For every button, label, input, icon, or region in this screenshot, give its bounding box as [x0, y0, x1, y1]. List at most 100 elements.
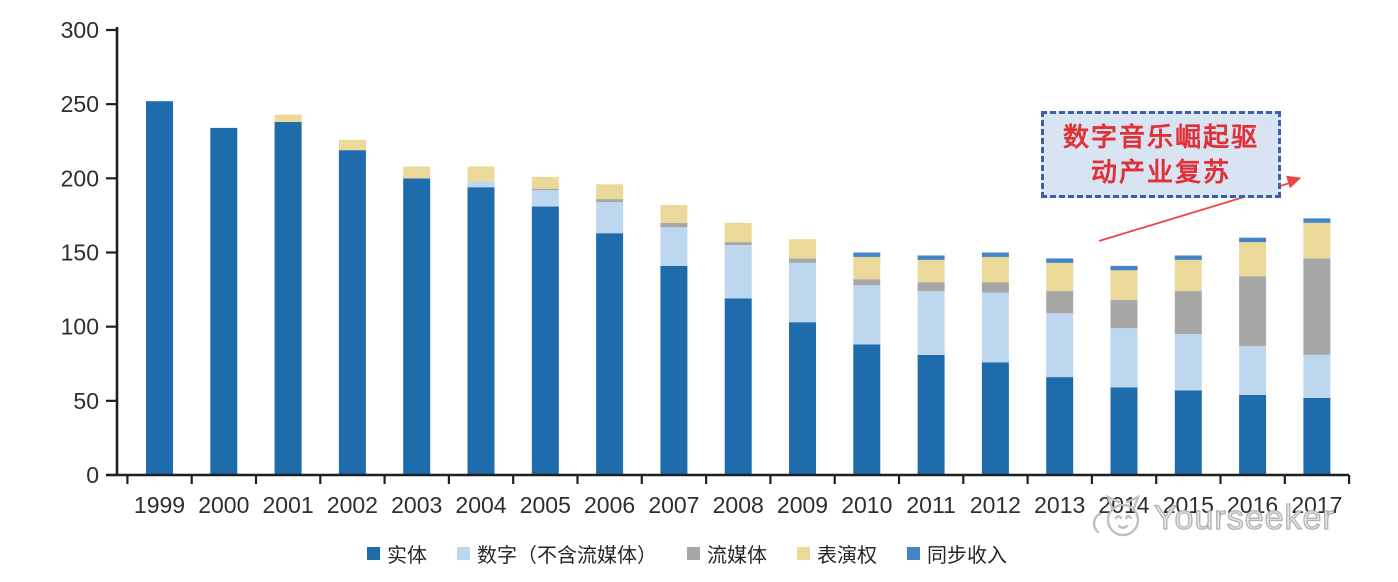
bar-segment — [853, 256, 881, 280]
bar-segment — [1110, 265, 1138, 271]
legend-label: 实体 — [387, 545, 427, 567]
bar-segment — [1046, 313, 1074, 378]
x-axis-label: 2003 — [391, 492, 442, 518]
bar-segment — [1174, 291, 1202, 335]
x-axis-label: 2015 — [1163, 492, 1214, 518]
bar-segment — [981, 292, 1009, 363]
bar-segment — [660, 205, 688, 223]
legend-item: 数字（不含流媒体） — [457, 539, 657, 568]
x-axis-label: 2016 — [1227, 492, 1278, 518]
bar-segment — [1110, 328, 1138, 388]
bar-segment — [146, 101, 173, 475]
bar-segment — [338, 139, 366, 151]
bar-segment — [1303, 354, 1331, 398]
bar-segment — [660, 265, 688, 475]
y-axis-label: 100 — [61, 314, 99, 340]
legend-label: 表演权 — [817, 545, 877, 567]
legend-label: 同步收入 — [927, 545, 1007, 567]
watermark-text: Yourseeker — [1153, 498, 1335, 537]
bar-segment — [981, 362, 1009, 475]
bar-segment — [596, 233, 624, 475]
bar-segment — [1174, 390, 1202, 475]
bar-segment — [210, 127, 238, 476]
y-axis-label: 300 — [61, 17, 99, 43]
bar-segment — [1046, 291, 1074, 314]
legend-item: 表演权 — [797, 539, 877, 568]
bar-segment — [403, 178, 431, 476]
bar-segment — [531, 190, 559, 207]
y-axis-label: 0 — [86, 462, 99, 488]
bar-segment — [531, 176, 559, 189]
bar-segment — [467, 166, 495, 182]
bar-segment — [467, 181, 495, 188]
x-axis-label: 2011 — [906, 492, 955, 518]
bar-segment — [917, 282, 945, 292]
bar-segment — [1239, 394, 1267, 475]
x-axis-label: 2001 — [263, 492, 314, 518]
bar-segment — [789, 322, 816, 475]
bar-segment — [1174, 259, 1202, 292]
y-axis-label: 50 — [73, 388, 99, 414]
bar-segment — [1303, 218, 1331, 223]
bar-segment — [917, 255, 945, 260]
bar-segment — [1174, 334, 1202, 391]
bar-segment — [724, 298, 752, 475]
bar-segment — [724, 242, 752, 246]
bar-segment — [531, 188, 559, 191]
legend-item: 流媒体 — [687, 539, 767, 568]
x-axis-label: 2013 — [1034, 492, 1085, 518]
bar-segment — [981, 252, 1009, 257]
bar-segment — [1110, 299, 1138, 329]
bar-segment — [917, 291, 945, 355]
bar-segment — [981, 256, 1009, 283]
x-axis-label: 2009 — [777, 492, 828, 518]
x-axis-label: 2010 — [841, 492, 892, 518]
bar-segment — [853, 279, 881, 286]
bar-segment — [917, 354, 945, 475]
legend-label: 数字（不含流媒体） — [477, 545, 657, 567]
bar-segment — [660, 222, 688, 228]
bar-segment — [1046, 258, 1074, 263]
bar-segment — [274, 114, 302, 122]
x-axis-label: 2000 — [198, 492, 249, 518]
bar-segment — [1239, 242, 1267, 277]
legend-swatch — [367, 547, 380, 560]
x-axis-label: 2006 — [584, 492, 635, 518]
bar-segment — [1239, 345, 1267, 395]
x-axis-label: 2012 — [970, 492, 1021, 518]
legend-swatch — [797, 547, 810, 560]
bar-segment — [853, 285, 881, 345]
y-axis-label: 150 — [61, 240, 99, 266]
bar-segment — [403, 166, 431, 179]
bar-segment — [853, 344, 881, 475]
bar-segment — [981, 282, 1009, 293]
bar-segment — [917, 259, 945, 283]
legend-swatch — [457, 547, 470, 560]
bar-segment — [1303, 222, 1331, 259]
bar-segment — [531, 206, 559, 475]
x-axis-label: 2002 — [327, 492, 378, 518]
bar-segment — [1239, 237, 1267, 243]
annotation-text-line2: 动产业复苏 — [1090, 157, 1231, 187]
legend: 实体 数字（不含流媒体） 流媒体 表演权 同步收入 — [367, 539, 1007, 568]
bar-segment — [724, 245, 752, 299]
x-axis-label: 2004 — [455, 492, 506, 518]
legend-swatch — [907, 547, 920, 560]
legend-label: 流媒体 — [707, 545, 767, 567]
annotation-arrowhead — [1286, 175, 1302, 189]
bar-segment — [1303, 397, 1331, 475]
legend-item: 同步收入 — [907, 539, 1007, 568]
bar-segment — [596, 184, 624, 200]
bar-segment — [853, 252, 881, 257]
y-axis-label: 200 — [61, 165, 99, 191]
bar-segment — [1046, 262, 1074, 292]
bar-segment — [789, 258, 816, 263]
x-axis-label: 2005 — [520, 492, 571, 518]
bar-segment — [596, 202, 624, 234]
bar-segment — [724, 222, 752, 243]
y-axis-label: 250 — [61, 91, 99, 117]
bar-segment — [1303, 258, 1331, 355]
annotation-callout: 数字音乐崛起驱 动产业复苏 — [1041, 111, 1281, 198]
